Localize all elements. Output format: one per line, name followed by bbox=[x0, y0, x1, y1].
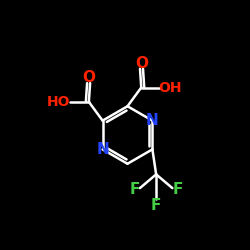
Text: O: O bbox=[135, 56, 148, 71]
Text: N: N bbox=[96, 142, 109, 157]
Text: F: F bbox=[129, 182, 140, 197]
Text: F: F bbox=[151, 198, 161, 213]
Text: OH: OH bbox=[159, 80, 182, 94]
Text: N: N bbox=[146, 113, 159, 128]
Text: F: F bbox=[173, 182, 183, 197]
Text: HO: HO bbox=[46, 95, 70, 109]
Text: O: O bbox=[82, 70, 95, 85]
